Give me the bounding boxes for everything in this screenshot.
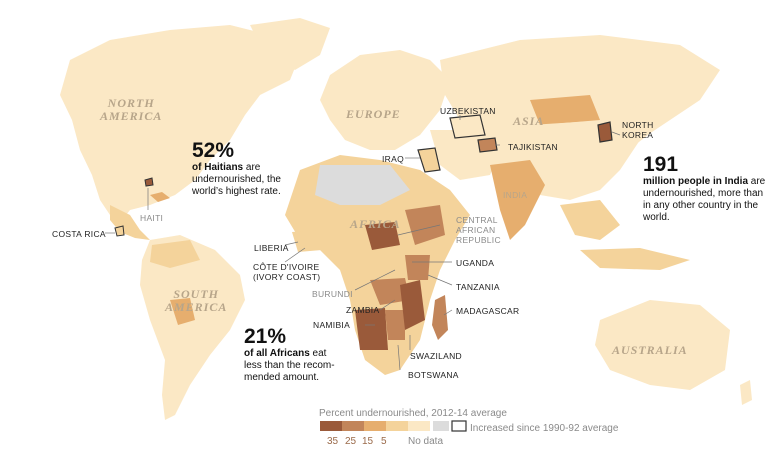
country-label-uganda: UGANDA <box>456 258 495 268</box>
india-shape <box>490 160 545 240</box>
liberia-cote <box>292 230 322 252</box>
region-label-south-america: SOUTH AMERICA <box>165 287 228 314</box>
legend-swatch-35 <box>320 421 342 431</box>
country-label-swaziland: SWAZILAND <box>410 351 462 361</box>
north-korea-shape <box>597 121 613 143</box>
legend-swatches <box>320 420 467 432</box>
legend-swatch-0 <box>408 421 430 431</box>
callout-india-text: million people in India are undernourish… <box>643 176 766 223</box>
country-label-central-african-republic: CENTRAL AFRICAN REPUBLIC <box>456 215 501 245</box>
mongolia <box>530 95 600 125</box>
central-african-republic <box>365 222 400 250</box>
haiti-shape <box>144 177 154 187</box>
country-label-botswana: BOTSWANA <box>408 370 459 380</box>
country-label-liberia: LIBERIA <box>254 243 289 253</box>
greenland <box>250 18 330 70</box>
callout-haiti-number: 52% <box>192 139 235 162</box>
south-america-landmass <box>140 235 245 420</box>
zambia-region <box>370 278 410 305</box>
country-label-tanzania: TANZANIA <box>456 282 500 292</box>
new-zealand <box>740 380 752 405</box>
country-label-zambia: ZAMBIA <box>346 305 380 315</box>
zimbabwe-mozambique <box>400 280 425 330</box>
southeast-asia <box>560 200 620 240</box>
madagascar-island <box>432 295 448 340</box>
leader-burundi <box>354 269 396 291</box>
callout-africa-text: of all Africans eat less than the recom-… <box>244 348 335 383</box>
ethiopia <box>405 205 445 245</box>
country-label-tajikistan: TAJIKISTAN <box>508 142 558 152</box>
region-label-north-america: NORTH AMERICA <box>100 96 163 123</box>
tanzania-region <box>405 255 430 280</box>
country-label-namibia: NAMIBIA <box>313 320 351 330</box>
country-label-burundi: BURUNDI <box>312 289 353 299</box>
region-label-asia: ASIA <box>513 114 545 128</box>
legend-tick-35: 35 <box>327 436 339 447</box>
legend-increased: Increased since 1990-92 average <box>470 423 619 434</box>
china <box>530 120 620 185</box>
legend-no-data: No data <box>408 436 444 447</box>
leader-liberia <box>284 241 299 246</box>
region-label-europe: EUROPE <box>346 107 401 121</box>
indonesia <box>580 248 690 270</box>
costa-rica-shape <box>114 225 125 237</box>
country-label-madagascar: MADAGASCAR <box>456 306 520 316</box>
leader-madagascar <box>443 309 453 316</box>
legend-swatch-nodata <box>433 421 449 431</box>
iraq-shape <box>417 147 441 173</box>
namibia-region <box>355 308 388 350</box>
leader-zambia <box>379 299 396 311</box>
bolivia <box>170 298 195 325</box>
country-label-uzbekistan: UZBEKISTAN <box>440 106 496 116</box>
region-label-australia: AUSTRALIA <box>612 343 688 357</box>
legend-tick-25: 25 <box>345 436 357 447</box>
leader-botswana <box>397 344 401 371</box>
legend-swatch-5 <box>386 421 408 431</box>
country-label-north-korea: NORTH KOREA <box>622 120 654 140</box>
callout-africa: 21% of all Africans eat less than the re… <box>244 326 339 384</box>
legend-swatch-25 <box>342 421 364 431</box>
colombia-venezuela <box>150 240 200 268</box>
callout-africa-number: 21% <box>244 325 287 348</box>
callout-haiti: 52% of Haitians are undernourished, the … <box>192 140 282 198</box>
legend-swatch-increased <box>451 420 467 432</box>
caribbean <box>150 192 170 202</box>
tajikistan-shape <box>477 137 498 153</box>
leader-cote <box>284 247 306 263</box>
leader-north-korea <box>611 131 621 136</box>
legend-tick-5: 5 <box>381 436 387 447</box>
north-america-landmass <box>60 25 300 225</box>
legend-swatch-15 <box>364 421 386 431</box>
leader-car <box>397 224 441 236</box>
japan <box>630 100 648 145</box>
botswana-region <box>385 310 405 340</box>
region-label-africa: AFRICA <box>350 217 401 231</box>
leader-tanzania <box>427 274 453 286</box>
country-label-cote-divoire: CÔTE D'IVOIRE (IVORY COAST) <box>253 262 321 282</box>
country-label-costa-rica: COSTA RICA <box>52 229 106 239</box>
uzbekistan-shape <box>449 114 486 139</box>
country-label-iraq: IRAQ <box>382 154 404 164</box>
country-label-haiti: HAITI <box>140 213 164 223</box>
sahara <box>315 165 410 205</box>
legend-tick-15: 15 <box>362 436 374 447</box>
country-label-india: INDIA <box>503 190 528 200</box>
callout-india: 191 million people in India are undernou… <box>643 154 768 224</box>
australia-landmass <box>595 300 730 390</box>
callout-haiti-text: of Haitians are undernourished, the worl… <box>192 162 281 197</box>
europe-landmass <box>320 50 450 150</box>
callout-india-number: 191 <box>643 153 679 176</box>
legend-title: Percent undernourished, 2012-14 average <box>319 408 507 419</box>
